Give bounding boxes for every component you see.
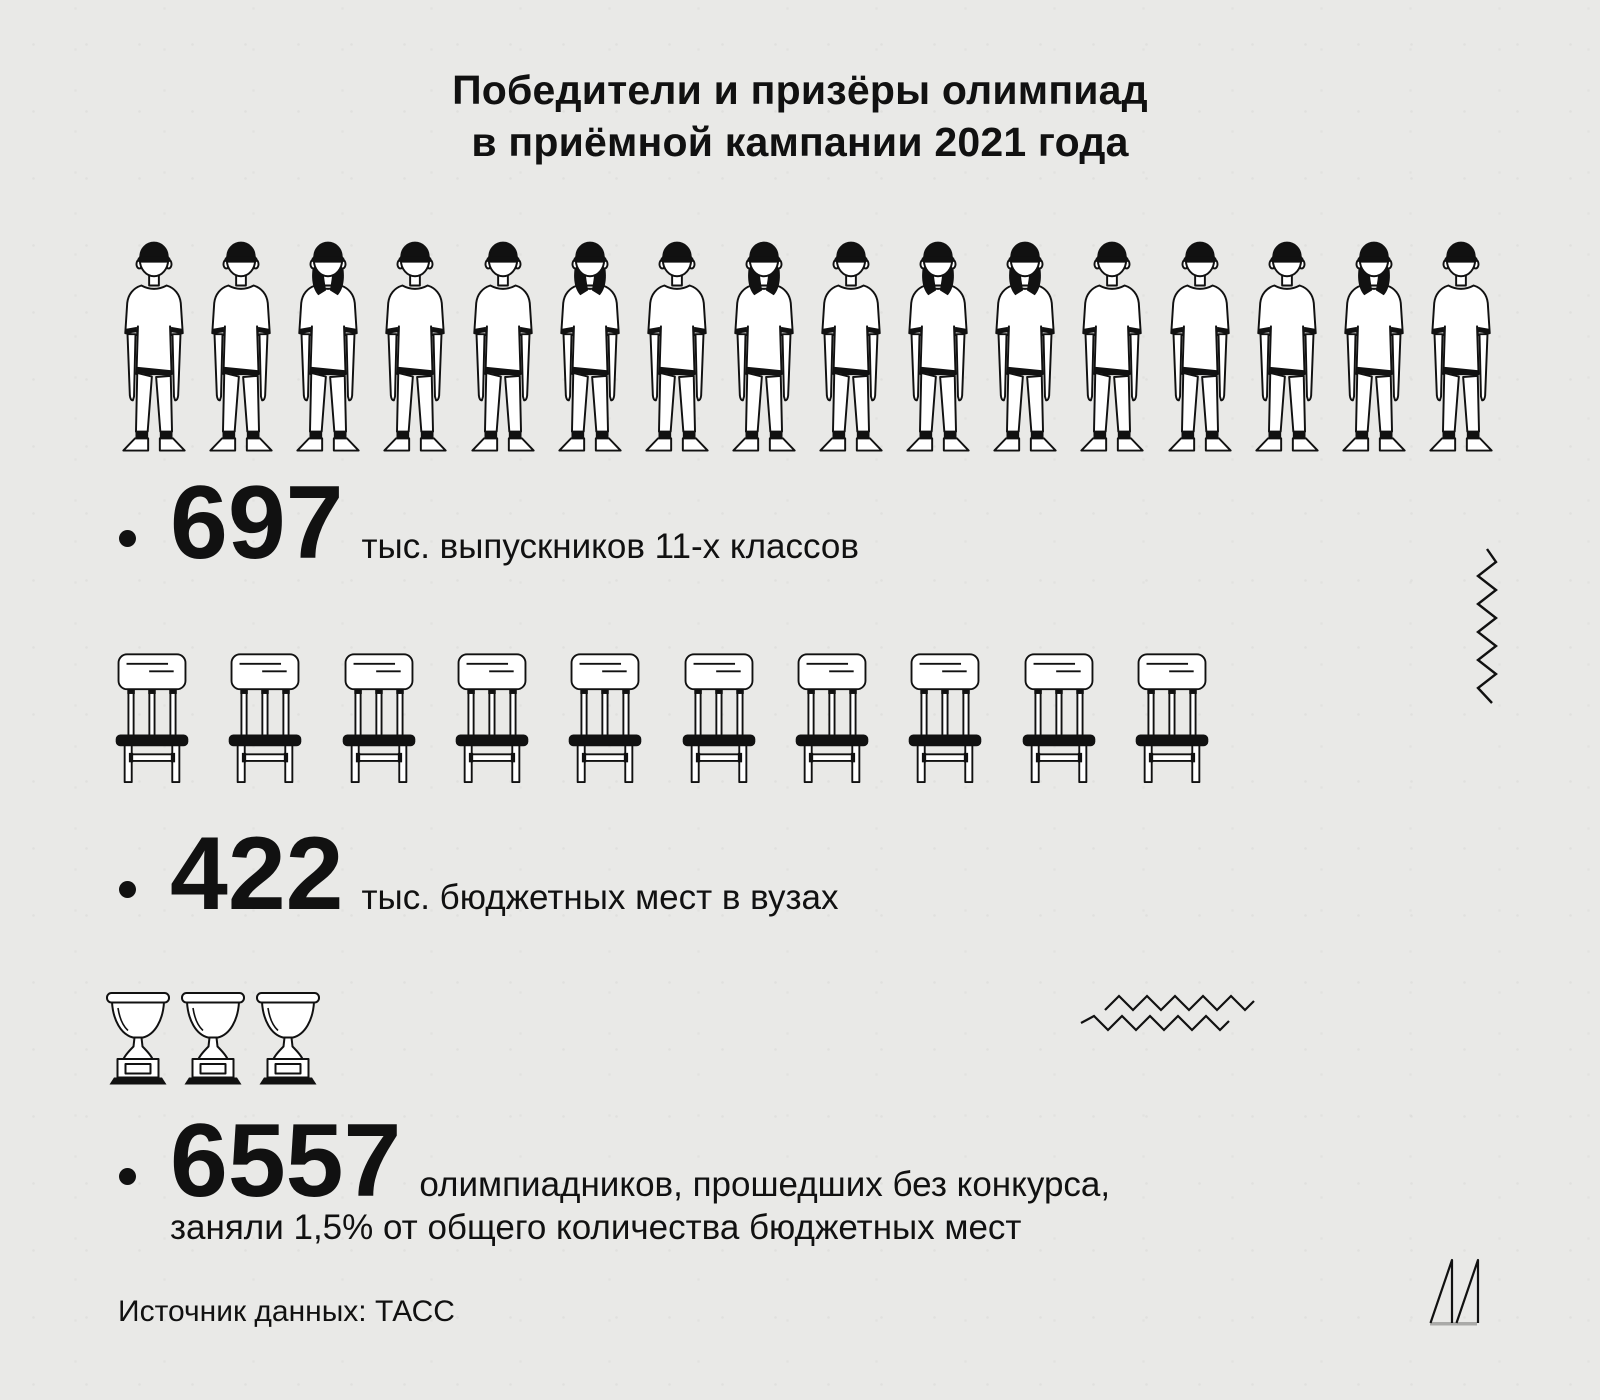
data-source: Источник данных: ТАСС xyxy=(118,1295,455,1328)
bullet-dot-icon xyxy=(119,1168,136,1185)
bullet-dot-icon xyxy=(119,530,136,547)
person-icon xyxy=(209,241,273,452)
trophy-icon xyxy=(181,992,245,1085)
page-title: Победители и призёры олимпиад в приёмной… xyxy=(0,64,1600,169)
person-icon xyxy=(1080,241,1145,452)
chair-icon xyxy=(229,653,302,784)
trophies-pictogram-row xyxy=(105,989,321,1085)
person-icon xyxy=(906,241,970,452)
stat-budget-places-main: 422 тыс. бюджетных мест в вузах xyxy=(115,815,839,935)
person-icon xyxy=(819,241,883,452)
chair-icon xyxy=(1135,653,1209,784)
stat-value: 6557 xyxy=(170,1103,402,1219)
page-title-line2: в приёмной кампании 2021 года xyxy=(471,119,1129,166)
stat-value: 697 xyxy=(170,465,344,581)
stat-value: 422 xyxy=(170,816,344,932)
person-icon xyxy=(1167,241,1232,452)
stat-olympiad-winners: 6557 олимпиадников, прошедших без конкур… xyxy=(115,1102,1110,1248)
person-icon xyxy=(1254,241,1319,452)
person-icon xyxy=(645,241,709,452)
page-title-line1: Победители и призёры олимпиад xyxy=(452,67,1148,113)
chair-icon xyxy=(795,653,869,784)
person-icon xyxy=(993,241,1057,452)
chair-icon xyxy=(908,653,982,784)
person-icon xyxy=(122,241,186,452)
person-icon xyxy=(732,241,796,452)
chair-icon xyxy=(455,653,529,784)
person-icon xyxy=(1342,241,1406,452)
bullet-dot-icon xyxy=(119,881,136,898)
stat-label: олимпиадников, прошедших без конкурса, xyxy=(419,1165,1111,1204)
person-icon xyxy=(470,241,535,452)
trophy-icon xyxy=(256,992,320,1085)
chair-icon xyxy=(342,653,415,784)
trophy-icon xyxy=(106,992,170,1085)
stat-label-line2: заняли 1,5% от общего количества бюджетн… xyxy=(170,1207,1022,1247)
stat-graduates-main: 697 тыс. выпускников 11-х классов xyxy=(115,464,859,584)
person-icon xyxy=(383,241,448,452)
stat-label: тыс. выпускников 11-х классов xyxy=(361,527,859,566)
person-icon xyxy=(1429,241,1493,452)
chairs-pictogram-row xyxy=(113,652,1211,784)
chair-icon xyxy=(115,653,189,784)
chair-icon xyxy=(682,653,755,784)
chair-icon xyxy=(569,653,642,784)
two-triangles-logo-icon xyxy=(1429,1258,1480,1326)
people-pictogram-row xyxy=(115,230,1500,452)
vertical-zigzag-icon xyxy=(1476,548,1498,704)
stat-label: тыс. бюджетных мест в вузах xyxy=(361,878,839,917)
stat-budget-places: 422 тыс. бюджетных мест в вузах xyxy=(115,815,839,935)
chair-icon xyxy=(1022,653,1095,784)
stat-olympiad-winners-main: 6557 олимпиадников, прошедших без конкур… xyxy=(115,1102,1110,1222)
person-icon xyxy=(296,241,360,452)
person-icon xyxy=(557,241,622,452)
stat-graduates: 697 тыс. выпускников 11-х классов xyxy=(115,464,859,584)
double-horizontal-zigzag-icon xyxy=(1080,994,1255,1032)
